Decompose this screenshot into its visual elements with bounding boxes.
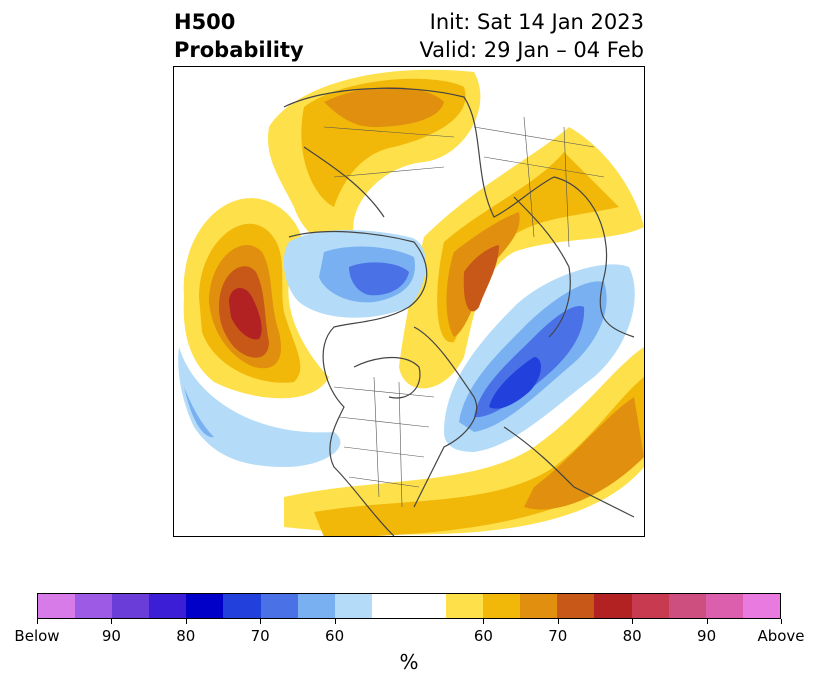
title-valid: Valid: 29 Jan – 04 Feb [419,38,644,62]
colorbar-segment [149,594,187,618]
colorbar-tick-label: 90 [697,627,717,645]
title-variable: H500 [174,10,236,34]
colorbar-tick-mark [781,619,782,624]
colorbar-segment [520,594,558,618]
colorbar-segment [186,594,224,618]
colorbar-tick-label: 70 [250,627,270,645]
colorbar-segment [557,594,595,618]
colorbar-tick-label: 60 [325,627,345,645]
colorbar-tick-label: 60 [473,627,493,645]
colorbar-tick-mark [706,619,708,624]
colorbar-segment [705,594,743,618]
colorbar-segment [75,594,113,618]
coastlines [283,87,635,536]
colorbar-segment [38,594,76,618]
colorbar-segment [742,594,780,618]
colorbar-segment [668,594,706,618]
colorbar-segment [631,594,669,618]
anomaly-above-atlantic [399,127,644,389]
title-left: H500 Probability [174,8,304,64]
colorbar-segment [260,594,298,618]
colorbar-segment [223,594,261,618]
borders [323,116,605,508]
map-panel [173,66,645,537]
anomaly-below-canada [283,230,426,318]
colorbar-tick-mark [185,619,187,624]
title-init: Init: Sat 14 Jan 2023 [429,10,644,34]
probability-map [174,67,644,536]
colorbar [37,593,781,619]
colorbar-tick-mark [483,619,485,624]
anomaly-above-arctic [268,69,481,250]
colorbar-tick-label: 90 [101,627,121,645]
colorbar-tick-mark [557,619,559,624]
anomaly-below-europe [444,264,635,452]
colorbar-segment [371,594,409,618]
colorbar-tick-mark [111,619,113,624]
colorbar-tick-mark [260,619,262,624]
colorbar-segment [483,594,521,618]
colorbar-tick-label: Below [14,627,60,645]
colorbar-unit-label: % [399,650,419,674]
colorbar-segment [297,594,335,618]
colorbar-tick-label: Above [757,627,805,645]
title-product: Probability [174,38,304,62]
colorbar-tick-mark [37,619,38,624]
colorbar-tick-mark [632,619,634,624]
colorbar-segment [334,594,372,618]
colorbar-segment [112,594,150,618]
anomaly-above-europe [284,347,644,536]
colorbar-tick-label: 70 [548,627,568,645]
colorbar-segment [446,594,484,618]
title-right: Init: Sat 14 Jan 2023 Valid: 29 Jan – 04… [419,8,644,64]
anomaly-below-pacific [178,347,341,467]
colorbar-segment [594,594,632,618]
colorbar-tick-mark [334,619,336,624]
colorbar-segment [408,594,447,618]
colorbar-tick-label: 80 [176,627,196,645]
colorbar-tick-label: 80 [622,627,642,645]
